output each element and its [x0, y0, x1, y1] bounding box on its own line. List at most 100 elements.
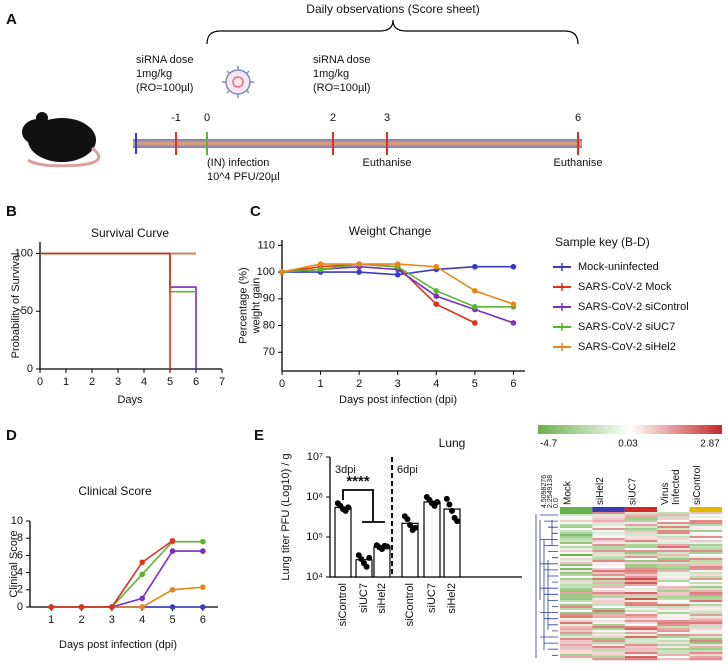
y-tick-label: 80: [263, 319, 275, 331]
heatmap-cell: [624, 546, 658, 549]
heatmap-cell: [624, 644, 658, 647]
heatmap-cell: [592, 556, 626, 559]
heatmap-cell: [657, 658, 690, 661]
heatmap-cell: [592, 612, 626, 615]
heatmap-cell: [592, 600, 626, 603]
heatmap-cell: [592, 584, 626, 587]
heatmap-cell: [560, 516, 593, 519]
heatmap-cell: [592, 564, 626, 567]
point: [394, 261, 401, 267]
euthanise-text: Euthanise: [554, 157, 603, 169]
column-label: siControl: [692, 466, 703, 505]
y-axis-label: Percentage (%): [237, 267, 249, 343]
heatmap-cell: [560, 540, 593, 543]
heatmap-cell: [657, 630, 690, 633]
dendrogram-scale: 2.2549138: [547, 475, 554, 508]
heatmap-cell: [689, 516, 723, 519]
heatmap-cell: [592, 638, 626, 641]
heatmap-cell: [560, 514, 593, 517]
heatmap-cell: [624, 626, 658, 629]
point: [510, 301, 517, 307]
heatmap-cell: [689, 576, 723, 579]
y-tick-label: 70: [263, 346, 275, 358]
point: [472, 304, 478, 310]
panel-label: B: [6, 203, 17, 220]
heatmap-cell: [689, 524, 723, 527]
heatmap-cell: [560, 604, 593, 607]
point: [317, 266, 324, 273]
heatmap-cell: [560, 536, 593, 539]
heatmap-cell: [689, 594, 723, 597]
heatmap-cell: [560, 616, 593, 619]
heatmap-cell: [689, 596, 723, 599]
x-tick-label: 5: [167, 376, 173, 388]
point: [139, 571, 145, 578]
heatmap-cell: [560, 620, 593, 623]
heatmap-cell: [624, 618, 658, 621]
heatmap-cell: [657, 576, 690, 579]
y-tick-label: 10⁷: [307, 451, 323, 463]
heatmap-cell: [592, 630, 626, 633]
y-axis-label: Clinical Score: [8, 530, 20, 597]
heatmap-cell: [624, 590, 658, 593]
series-line: [51, 550, 203, 608]
heatmap-cell: [689, 618, 723, 621]
heatmap-cell: [560, 596, 593, 599]
heatmap-cell: [624, 606, 658, 609]
heatmap-cell: [624, 584, 658, 587]
heatmap-cell: [560, 534, 593, 537]
heatmap-cell: [560, 652, 593, 655]
column-label: siUC7: [627, 477, 638, 505]
x-axis-label: Days post infection (dpi): [339, 394, 457, 406]
heatmap-cell: [560, 628, 593, 631]
heatmap-cell: [592, 586, 626, 589]
heatmap-cell: [624, 580, 658, 583]
heatmap-cell: [624, 614, 658, 617]
heatmap-cell: [657, 542, 690, 545]
heatmap-cell: [657, 588, 690, 591]
dendrogram-scale: 0.0: [553, 498, 560, 508]
point: [139, 559, 145, 566]
point: [200, 548, 206, 554]
heatmap-cell: [560, 632, 593, 635]
y-tick-label: 2: [17, 584, 23, 596]
heatmap-cell: [689, 654, 723, 657]
heatmap-cell: [624, 572, 658, 575]
x-axis-label: Days: [117, 394, 143, 406]
x-tick-label: 4: [433, 378, 439, 390]
heatmap-cell: [689, 648, 723, 651]
x-tick-label: 1: [318, 378, 324, 390]
heatmap-cell: [624, 512, 658, 515]
heatmap-cell: [657, 566, 690, 569]
x-tick-label: 2: [78, 614, 84, 626]
point: [169, 604, 176, 610]
panel-label: E: [254, 427, 264, 444]
y-tick-label: 90: [263, 293, 275, 305]
heatmap-cell: [624, 610, 658, 613]
euthanise-text: Euthanise: [363, 157, 412, 169]
heatmap-cell: [689, 604, 723, 607]
heatmap-cell: [657, 534, 690, 537]
heatmap-cell: [592, 658, 626, 661]
point: [454, 518, 461, 525]
heatmap-cell: [560, 584, 593, 587]
point: [78, 604, 85, 610]
heatmap-cell: [657, 548, 690, 551]
heatmap-cell: [657, 632, 690, 635]
heatmap-cell: [592, 576, 626, 579]
heatmap-cell: [657, 522, 690, 525]
heatmap-cell: [657, 652, 690, 655]
colorbar-tick: 2.87: [700, 439, 720, 450]
panel-f: [538, 425, 722, 434]
heatmap-cell: [592, 566, 626, 569]
x-tick-label: siControl: [337, 583, 349, 626]
heatmap-cell: [560, 600, 593, 603]
heatmap-cell: [560, 526, 593, 529]
heatmap-cell: [624, 616, 658, 619]
heatmap-cell: [689, 562, 723, 565]
heatmap-cell: [689, 632, 723, 635]
heatmap-cell: [657, 550, 690, 553]
brace: [206, 19, 579, 45]
heatmap-cell: [592, 514, 626, 517]
heatmap-cell: [624, 540, 658, 543]
